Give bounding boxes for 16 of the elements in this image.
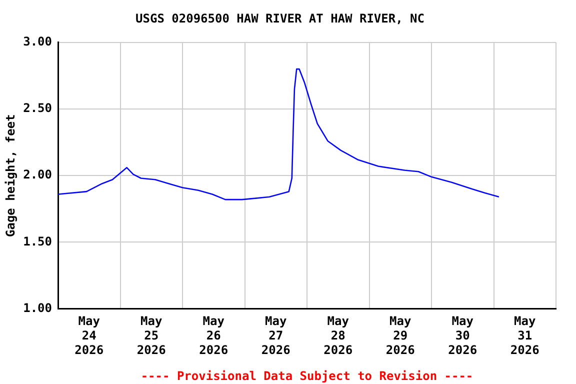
- x-tick-label: May 28 2026: [324, 314, 353, 357]
- x-tick-label: May 29 2026: [386, 314, 415, 357]
- y-tick-label: 1.00: [23, 300, 52, 315]
- y-tick-label: 2.00: [23, 168, 52, 182]
- x-tick-label: May 26 2026: [199, 314, 228, 357]
- chart-title: USGS 02096500 HAW RIVER AT HAW RIVER, NC: [136, 11, 424, 26]
- x-tick-label: May 31 2026: [510, 314, 540, 357]
- x-tick-label: May 27 2026: [261, 314, 290, 357]
- x-tick-label: May 30 2026: [448, 314, 478, 357]
- text: ---- Provisional Data Subject to Revision ----: [140, 369, 474, 383]
- y-tick-label: 3.00: [23, 34, 52, 49]
- y-axis-title: Gage height, feet: [3, 114, 18, 238]
- x-tick-label: May 24 2026: [74, 314, 104, 357]
- y-tick-label: 1.50: [23, 234, 52, 248]
- x-tick-label: May 25 2026: [136, 314, 166, 357]
- y-tick-label: 2.50: [23, 101, 52, 116]
